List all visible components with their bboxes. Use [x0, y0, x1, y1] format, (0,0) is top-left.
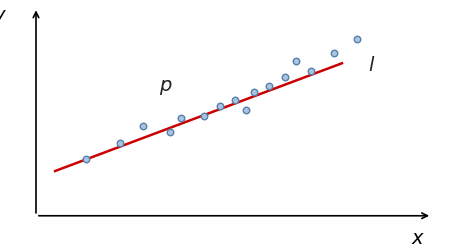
- Point: [250, 90, 257, 94]
- Point: [231, 98, 239, 102]
- Point: [117, 141, 124, 145]
- Text: $x$: $x$: [411, 229, 426, 248]
- Point: [308, 69, 315, 73]
- Text: $l$: $l$: [369, 56, 376, 75]
- Point: [331, 51, 338, 55]
- Point: [178, 116, 185, 120]
- Point: [140, 124, 147, 128]
- Point: [216, 104, 223, 108]
- Point: [166, 130, 174, 134]
- Point: [281, 75, 288, 79]
- Text: $p$: $p$: [159, 78, 173, 97]
- Point: [201, 114, 208, 118]
- Point: [266, 84, 273, 88]
- Point: [292, 59, 300, 63]
- Point: [243, 108, 250, 112]
- Point: [354, 37, 361, 41]
- Text: $y$: $y$: [0, 8, 7, 27]
- Point: [82, 157, 89, 161]
